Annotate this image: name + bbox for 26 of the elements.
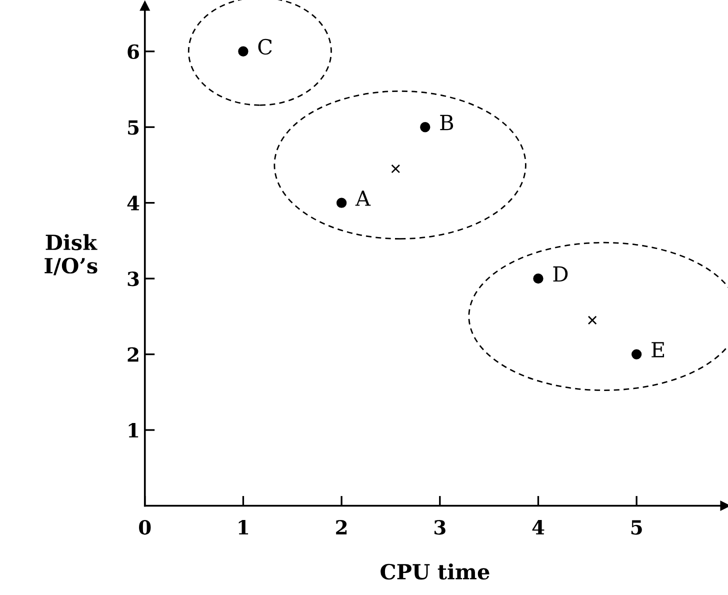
point (336, 198, 347, 208)
annotation: C (258, 38, 272, 55)
x-tick-label: 5 (631, 520, 642, 535)
y-tick-label: 1 (128, 422, 138, 438)
y-tick-label: 2 (128, 347, 138, 362)
y-tick-label: 6 (128, 44, 139, 60)
x-tick-label: 0 (139, 520, 151, 535)
x-tick-label: 3 (434, 520, 446, 535)
annotation: B (440, 114, 454, 130)
y-tick-label: 5 (128, 120, 139, 135)
annotation: D (553, 266, 568, 282)
x-axis-title: CPU time (380, 563, 490, 580)
annotation: A (355, 190, 371, 206)
x-tick-label: 2 (336, 520, 347, 534)
point (631, 349, 642, 360)
point (420, 122, 430, 132)
point (238, 46, 248, 56)
y-axis-title: Disk I/O’s (44, 234, 98, 276)
y-tick-label: 3 (128, 272, 139, 286)
point (533, 273, 544, 284)
x-tick-label: 1 (238, 520, 248, 534)
annotation: E (652, 342, 664, 358)
x-tick-label: 4 (532, 520, 544, 534)
y-tick-label: 4 (127, 196, 140, 210)
point (391, 164, 400, 174)
point (588, 316, 597, 325)
